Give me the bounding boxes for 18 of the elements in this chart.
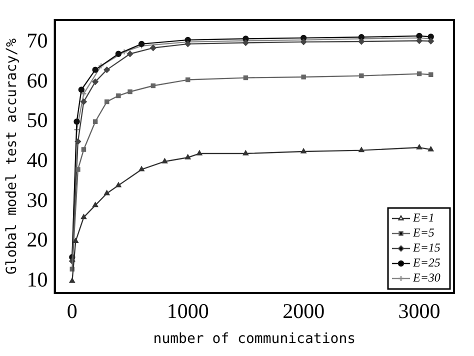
legend-label: E=1 — [412, 210, 434, 225]
x-tick-label: 2000 — [282, 299, 325, 324]
legend-label: E=15 — [412, 240, 440, 255]
x-tick-label: 1000 — [166, 299, 209, 324]
y-tick-label: 20 — [26, 228, 48, 252]
x-axis-title: number of communications — [153, 331, 356, 348]
y-tick-label: 60 — [26, 68, 48, 92]
legend-label: E=30 — [412, 270, 440, 285]
y-tick-label: 40 — [26, 148, 48, 172]
x-tick-label: 0 — [66, 299, 78, 324]
y-axis-title: Global model test accuracy/% — [4, 38, 20, 275]
legend-label: E=25 — [412, 256, 440, 270]
y-tick-label: 70 — [26, 28, 48, 52]
y-tick-label: 30 — [26, 188, 48, 212]
y-tick-label: 50 — [26, 108, 48, 132]
legend-label: E=5 — [412, 226, 434, 240]
y-tick-label: 10 — [26, 268, 48, 292]
x-tick-label: 3000 — [398, 299, 440, 324]
